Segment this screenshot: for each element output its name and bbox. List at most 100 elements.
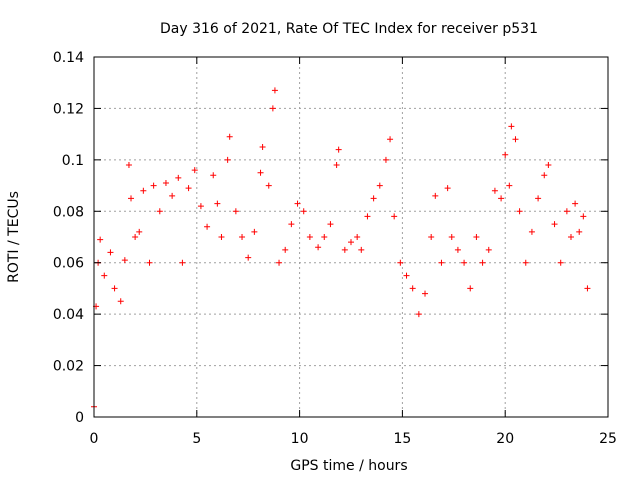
data-point — [197, 203, 204, 210]
y-tick-label: 0.1 — [62, 153, 84, 169]
data-point — [111, 285, 118, 292]
data-point — [391, 213, 398, 220]
data-point — [224, 156, 231, 163]
y-axis-title: ROTI / TECUs — [6, 191, 22, 283]
y-tick-labels: 0 0.02 0.04 0.06 0.08 0.1 0.12 0.14 — [53, 50, 84, 426]
data-point — [576, 228, 583, 235]
y-tick-label: 0.08 — [53, 204, 84, 220]
data-point — [282, 246, 289, 253]
data-point — [528, 228, 535, 235]
data-point — [397, 259, 404, 266]
data-point — [415, 311, 422, 318]
data-point — [150, 182, 157, 189]
data-point — [348, 239, 354, 246]
x-tick-label: 25 — [599, 431, 617, 447]
data-point — [502, 151, 509, 158]
data-point — [132, 234, 139, 240]
y-tick-label: 0 — [75, 410, 84, 426]
x-tick-label: 0 — [90, 431, 99, 447]
data-point — [191, 167, 198, 174]
data-point — [140, 187, 147, 194]
data-point — [226, 133, 233, 140]
data-point — [300, 208, 307, 215]
data-point — [97, 236, 104, 243]
data-point — [541, 172, 548, 179]
data-point — [467, 285, 474, 292]
data-point — [508, 123, 515, 130]
grid-lines — [94, 57, 608, 417]
y-tick-label: 0.14 — [53, 50, 84, 66]
data-point — [512, 136, 519, 143]
data-point — [251, 228, 258, 235]
y-tick-label: 0.12 — [53, 101, 84, 117]
data-point — [259, 144, 266, 150]
data-point — [522, 259, 529, 266]
data-point — [146, 259, 153, 266]
data-point — [185, 185, 192, 192]
data-point — [232, 208, 239, 215]
data-point — [572, 200, 579, 207]
data-point — [485, 246, 492, 253]
data-points — [91, 87, 591, 410]
data-point — [214, 200, 221, 207]
data-point — [422, 290, 429, 297]
data-point — [107, 249, 114, 256]
data-point — [382, 156, 389, 163]
x-tick-label: 5 — [192, 431, 201, 447]
data-point — [428, 234, 435, 240]
data-point — [580, 213, 587, 220]
data-point — [276, 259, 283, 266]
data-point — [136, 228, 143, 235]
data-point — [516, 208, 523, 215]
data-point — [257, 169, 264, 176]
data-point — [239, 234, 246, 240]
data-point — [179, 259, 186, 266]
data-point — [121, 257, 128, 264]
data-point — [409, 285, 416, 292]
x-tick-label: 20 — [496, 431, 514, 447]
data-point — [321, 234, 328, 240]
data-point — [479, 259, 486, 266]
data-point — [498, 195, 505, 202]
data-point — [432, 192, 439, 199]
data-point — [341, 246, 348, 253]
data-point — [218, 234, 225, 240]
data-point — [370, 195, 377, 202]
data-point — [333, 162, 340, 168]
data-point — [364, 213, 371, 220]
data-point — [491, 187, 498, 194]
x-tick-labels: 0 5 10 15 20 25 — [90, 431, 617, 447]
data-point — [245, 254, 252, 261]
data-point — [125, 162, 132, 168]
data-point — [306, 234, 313, 240]
data-point — [438, 259, 445, 266]
data-point — [358, 246, 365, 253]
data-point — [545, 162, 552, 168]
data-point — [204, 223, 211, 230]
data-point — [315, 244, 322, 251]
data-point — [117, 298, 124, 305]
data-point — [584, 285, 591, 292]
data-point — [403, 272, 410, 279]
data-point — [444, 185, 451, 192]
y-tick-label: 0.02 — [53, 359, 84, 375]
data-point — [567, 234, 574, 240]
data-point — [557, 259, 564, 266]
data-point — [269, 105, 276, 112]
data-point — [448, 234, 455, 240]
data-point — [387, 136, 394, 143]
data-point — [175, 174, 182, 181]
y-tick-label: 0.04 — [53, 307, 84, 323]
data-point — [101, 272, 108, 279]
data-point — [551, 221, 558, 228]
data-point — [535, 195, 542, 202]
data-point — [376, 182, 383, 189]
data-point — [506, 182, 513, 189]
data-point — [265, 182, 272, 189]
data-point — [473, 234, 480, 240]
data-point — [354, 234, 361, 240]
data-point — [461, 259, 468, 266]
data-point — [288, 221, 295, 228]
chart-title: Day 316 of 2021, Rate Of TEC Index for r… — [160, 21, 538, 37]
